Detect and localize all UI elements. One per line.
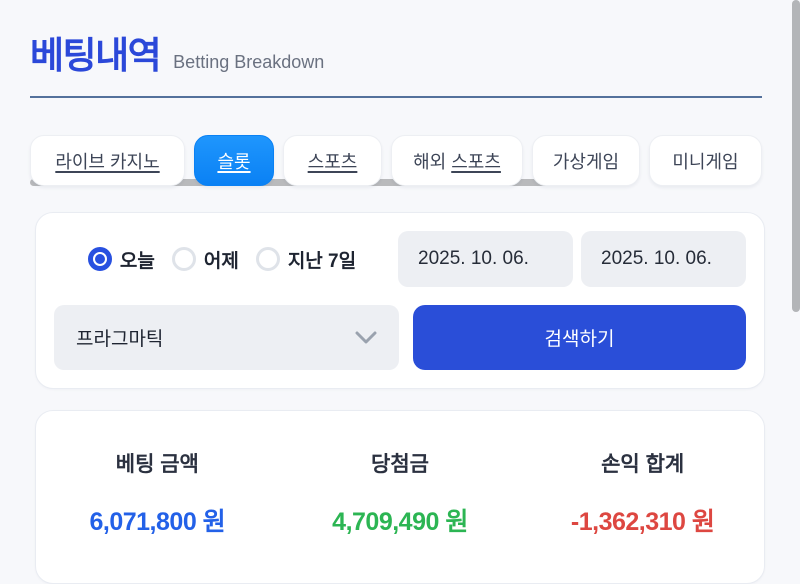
vertical-scrollbar[interactable] [792, 0, 800, 312]
date-to-value: 2025. 10. 06. [601, 248, 712, 270]
summary-label: 당첨금 [371, 453, 429, 476]
radio-period-yesterday[interactable]: 어제 [171, 246, 239, 273]
tab-virtual-games[interactable]: 가상게임 [532, 135, 640, 186]
radio-period-today[interactable]: 오늘 [87, 246, 155, 273]
filter-row-dates: 오늘 어제 지난 7일 2025. 10. 06. 2025. 10. 06. [54, 231, 746, 288]
search-button[interactable]: 검색하기 [413, 305, 746, 370]
summary-value: 4,709,490 원 [332, 508, 468, 536]
period-radio-group: 오늘 어제 지난 7일 [54, 231, 390, 287]
radio-circle-icon [255, 247, 280, 272]
summary-item-winnings: 당첨금 4,709,490 원 [279, 448, 522, 538]
summary-item-bet-amount: 베팅 금액 6,071,800 원 [36, 448, 279, 538]
page-title: 베팅내역 [30, 35, 162, 76]
header-divider [30, 96, 762, 98]
provider-select[interactable]: 프라그마틱 [54, 305, 399, 370]
radio-label: 어제 [203, 250, 239, 272]
tab-label: 라이브 카지노 [55, 151, 160, 172]
summary-label: 베팅 금액 [115, 453, 199, 476]
summary-value: -1,362,310 원 [570, 508, 715, 536]
page-subtitle: Betting Breakdown [173, 52, 325, 72]
tab-sports[interactable]: 스포츠 [283, 135, 382, 186]
date-from-field[interactable]: 2025. 10. 06. [398, 231, 573, 288]
radio-label: 오늘 [119, 250, 155, 272]
summary-panel: 베팅 금액 6,071,800 원 당첨금 4,709,490 원 손익 합계 -1,36… [35, 410, 765, 584]
radio-label: 지난 7일 [287, 250, 357, 272]
date-from-value: 2025. 10. 06. [418, 248, 529, 270]
radio-circle-icon [87, 247, 112, 272]
radio-period-last-7-days[interactable]: 지난 7일 [255, 246, 357, 273]
tab-label: 스포츠 [451, 151, 501, 172]
radio-circle-icon [171, 247, 196, 272]
summary-value: 6,071,800 원 [89, 508, 226, 536]
tab-overseas-sports[interactable]: 해외 스포츠 [391, 135, 523, 186]
filter-row-actions: 프라그마틱 검색하기 [54, 305, 746, 370]
summary-label: 손익 합계 [601, 453, 685, 476]
filter-panel: 오늘 어제 지난 7일 2025. 10. 06. 2025. 10. 06. 프라… [35, 212, 765, 389]
summary-item-profit-total: 손익 합계 -1,362,310 원 [521, 448, 764, 538]
page-header: 베팅내역 Betting Breakdown [0, 0, 800, 79]
tab-label: 슬롯 [217, 151, 251, 172]
tab-live-casino[interactable]: 라이브 카지노 [30, 135, 185, 186]
tab-label: 스포츠 [307, 151, 358, 172]
tab-slots[interactable]: 슬롯 [194, 135, 274, 186]
chevron-down-icon [355, 331, 377, 345]
tab-mini-games[interactable]: 미니게임 [649, 135, 762, 186]
category-tabs: 라이브 카지노 슬롯 스포츠 해외 스포츠 가상게임 미니게임 [30, 135, 800, 186]
provider-select-value: 프라그마틱 [76, 329, 164, 351]
date-to-field[interactable]: 2025. 10. 06. [581, 231, 746, 288]
